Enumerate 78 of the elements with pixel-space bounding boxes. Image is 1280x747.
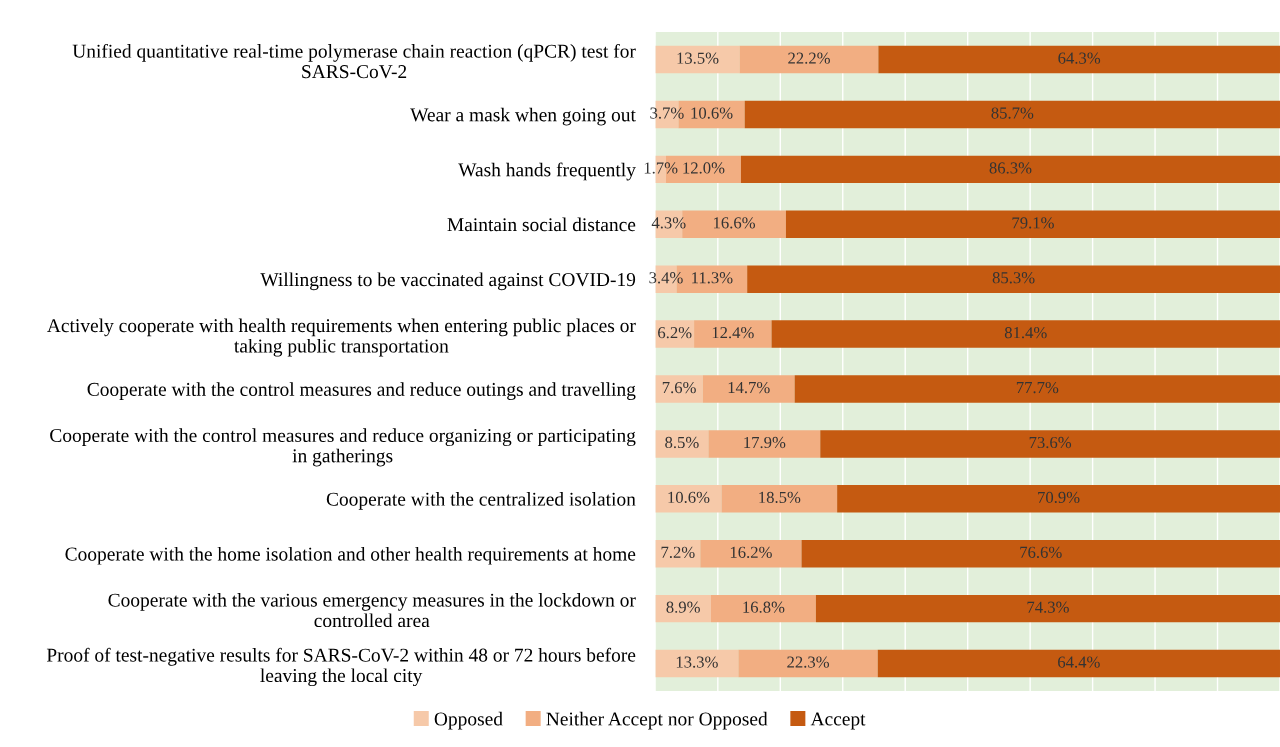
legend-label: Opposed (434, 711, 503, 730)
data-label: 73.6% (1029, 436, 1072, 449)
data-label: 12.0% (683, 162, 725, 174)
y-tick-label: Cooperate with the centralized isolation (326, 492, 636, 510)
data-label: 7.2% (661, 546, 695, 558)
bar (700, 539, 802, 568)
data-label: 79.1% (1012, 217, 1054, 229)
y-tick-label: Cooperate with the various emergency measures in the lockdown or controlled area (108, 593, 636, 628)
data-label: 85.7% (991, 107, 1034, 119)
data-label: 64.4% (1058, 656, 1100, 668)
y-tick-label: Maintain social distance (447, 217, 636, 232)
data-label: 16.8% (743, 601, 785, 613)
bar (744, 100, 1280, 129)
bar (877, 649, 1280, 678)
bar (694, 320, 772, 348)
y-tick-label: Wash hands frequently (458, 162, 636, 181)
data-label: 74.3% (1027, 601, 1069, 613)
bar (771, 320, 1280, 348)
data-label: 6.2% (658, 327, 692, 339)
y-tick-label: Actively cooperate with health requirements when entering public places or taking public transportation (47, 318, 636, 357)
data-label: 18.5% (759, 491, 801, 504)
data-label: 16.2% (730, 546, 772, 558)
data-label: 22.2% (788, 52, 830, 64)
bar (721, 485, 838, 513)
bar (837, 485, 1280, 513)
data-label: 11.3% (692, 272, 733, 284)
y-tick-label: Cooperate with the home isolation and other health requirements at home (65, 546, 636, 565)
bar (815, 594, 1280, 623)
data-label: 76.6% (1020, 546, 1062, 558)
bar (739, 45, 879, 74)
data-label: 8.5% (665, 436, 699, 449)
data-label: 13.5% (677, 52, 719, 64)
y-tick-label: Cooperate with the control measures and reduce outings and travelling (87, 382, 636, 400)
bar (702, 375, 795, 403)
bar (708, 430, 821, 458)
bar (794, 375, 1280, 403)
legend-label: Accept (810, 712, 866, 730)
y-tick-label: Wear a mask when going out (410, 107, 636, 126)
data-label: 22.3% (787, 656, 830, 668)
data-label: 86.3% (989, 162, 1032, 174)
data-label: 3.7% (650, 107, 684, 119)
data-label: 85.3% (992, 272, 1035, 284)
bar (820, 430, 1280, 458)
y-tick-label: Unified quantitative real-time polymerase chain reaction (qPCR) test for SARS-CoV-2 (72, 43, 636, 79)
bar (655, 45, 740, 74)
bar (740, 155, 1280, 184)
data-label: 12.4% (712, 327, 754, 339)
y-tick-label: Cooperate with the control measures and reduce organizing or participating in gatherings (50, 428, 636, 467)
data-label: 7.6% (662, 381, 696, 394)
bar (655, 320, 695, 348)
bar (655, 649, 739, 678)
bar (655, 430, 709, 458)
bar (801, 539, 1280, 568)
data-label: 13.3% (676, 656, 718, 668)
data-label: 3.4% (649, 272, 683, 284)
bar (747, 265, 1280, 293)
data-label: 8.9% (666, 601, 700, 613)
y-tick-label: Willingness to be vaccinated against COVID-19 (260, 272, 636, 291)
bar (785, 210, 1280, 239)
data-label: 10.6% (691, 107, 733, 119)
legend-label: Neither Accept nor Opposed (546, 711, 768, 730)
bar (655, 375, 703, 403)
bar (655, 594, 711, 623)
bar (710, 594, 816, 623)
data-label: 70.9% (1038, 491, 1080, 504)
bar (878, 45, 1280, 74)
data-label: 1.7% (644, 162, 678, 174)
data-label: 14.7% (728, 381, 770, 394)
data-label: 77.7% (1016, 381, 1059, 394)
data-label: 81.4% (1004, 327, 1047, 339)
data-label: 64.3% (1058, 52, 1101, 64)
data-label: 17.9% (744, 436, 786, 449)
bar (738, 649, 878, 678)
data-label: 16.6% (714, 217, 756, 229)
data-label: 4.3% (651, 217, 686, 229)
data-label: 10.6% (668, 491, 710, 504)
y-tick-label: Proof of test-negative results for SARS-CoV-2 within 48 or 72 hours before leaving the local city (46, 647, 636, 687)
bar (655, 485, 722, 513)
